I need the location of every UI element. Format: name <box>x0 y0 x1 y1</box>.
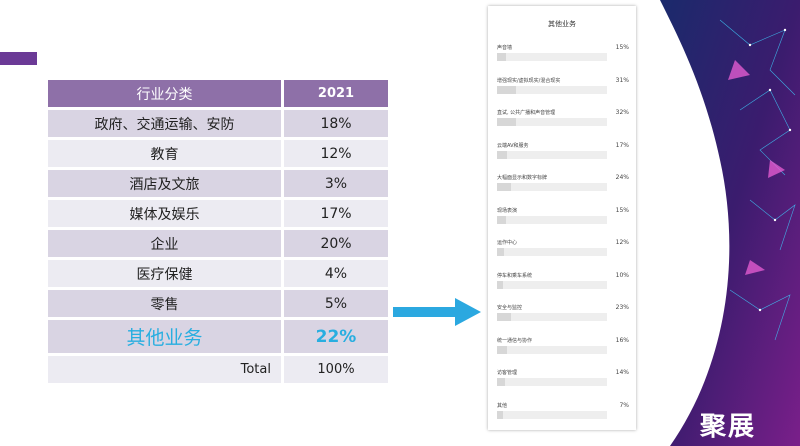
total-label: Total <box>48 356 281 383</box>
survey-item-bar <box>497 118 607 126</box>
row-value: 12% <box>284 140 388 167</box>
survey-item-percent: 12% <box>615 239 629 246</box>
survey-item-percent: 16% <box>615 336 629 344</box>
row-category: 零售 <box>48 290 281 317</box>
survey-item-bar <box>497 215 607 224</box>
table-row: 教育 12% <box>48 140 388 167</box>
highlight-value: 22% <box>284 320 388 353</box>
survey-item-percent: 32% <box>615 109 629 116</box>
decorative-network-background <box>660 0 800 446</box>
survey-item-percent: 31% <box>615 76 629 84</box>
survey-item-bar <box>497 345 607 354</box>
survey-item-bar-fill <box>497 53 506 61</box>
survey-item-bar-fill <box>497 118 517 126</box>
highlight-category: 其他业务 <box>48 320 281 353</box>
survey-item-bar-fill <box>497 248 505 256</box>
row-value: 18% <box>284 110 388 137</box>
survey-item-label: 其他 <box>497 402 508 409</box>
row-category: 教育 <box>48 140 281 167</box>
survey-item-bar-fill <box>497 215 506 224</box>
survey-item-bar-fill <box>497 85 516 94</box>
table-header-row: 行业分类 2021 <box>48 80 388 107</box>
survey-item-label: 增强现实/虚拟现实/混合现实 <box>497 77 561 84</box>
survey-item-percent: 17% <box>615 141 629 149</box>
survey-item-label: 运作中心 <box>497 240 518 246</box>
industry-table: 行业分类 2021 政府、交通运输、安防 18% 教育 12% 酒店及文旅 3%… <box>48 80 388 383</box>
survey-item-bar <box>497 248 607 256</box>
row-value: 5% <box>284 290 388 317</box>
table-row: 零售 5% <box>48 290 388 317</box>
table-row: 政府、交通运输、安防 18% <box>48 110 388 137</box>
survey-item-label: 访客管理 <box>497 370 518 376</box>
table-row: 媒体及娱乐 17% <box>48 200 388 227</box>
survey-item-percent: 23% <box>615 304 629 311</box>
row-category: 医疗保健 <box>48 260 281 287</box>
table-row: 酒店及文旅 3% <box>48 170 388 197</box>
total-value: 100% <box>284 356 388 383</box>
total-row: Total 100% <box>48 356 388 383</box>
table-row: 医疗保健 4% <box>48 260 388 287</box>
brand-logo-text: 聚展 <box>700 412 757 442</box>
survey-item-bar <box>497 85 607 94</box>
survey-item-label: 安全与监控 <box>497 305 523 311</box>
survey-item-bar-fill <box>497 150 508 159</box>
row-value: 20% <box>284 230 388 257</box>
survey-item-label: 现场表演 <box>497 207 518 214</box>
row-category: 政府、交通运输、安防 <box>48 110 281 137</box>
row-value: 3% <box>284 170 388 197</box>
header-year: 2021 <box>284 80 388 107</box>
row-category: 媒体及娱乐 <box>48 200 281 227</box>
row-value: 17% <box>284 200 388 227</box>
survey-title: 其他业务 <box>548 20 576 28</box>
survey-item-bar <box>497 53 607 61</box>
survey-item-bar-fill <box>497 378 506 386</box>
row-category: 企业 <box>48 230 281 257</box>
accent-bar <box>0 52 37 65</box>
highlight-row: 其他业务 22% <box>48 320 388 353</box>
survey-item-bar <box>497 410 607 419</box>
right-arrow-icon <box>393 298 481 326</box>
header-category: 行业分类 <box>48 80 281 107</box>
survey-item-bar-fill <box>497 410 503 419</box>
survey-item-bar-fill <box>497 345 507 354</box>
survey-item-bar <box>497 183 607 191</box>
survey-item-percent: 7% <box>619 401 629 409</box>
survey-item-label: 直试, 公共广播和声音管理 <box>497 110 556 116</box>
row-category: 酒店及文旅 <box>48 170 281 197</box>
survey-item-label: 停车和乘车系统 <box>497 272 533 279</box>
survey-item-bar-fill <box>497 313 511 321</box>
survey-item-bar <box>497 378 607 386</box>
other-business-survey-panel: 其他业务 声音墙 15% 增强现实/虚拟现实/混合现实 31% 直试, 公共广播和声音管… <box>488 6 636 430</box>
survey-item-bar <box>497 150 607 159</box>
row-value: 4% <box>284 260 388 287</box>
survey-item-percent: 10% <box>615 271 629 279</box>
survey-item-label: 声音墙 <box>497 45 513 51</box>
survey-item-bar-fill <box>497 183 512 191</box>
survey-item-label: 云端AV和服务 <box>497 142 529 149</box>
survey-item-percent: 15% <box>615 206 629 214</box>
table-row: 企业 20% <box>48 230 388 257</box>
survey-item-label: 统一通信与协作 <box>497 337 533 344</box>
survey-item-percent: 24% <box>615 174 629 181</box>
survey-item-bar <box>497 313 607 321</box>
survey-item-percent: 15% <box>615 44 629 51</box>
survey-item-bar <box>497 280 607 289</box>
survey-item-bar-fill <box>497 280 503 289</box>
survey-item-label: 大幅面显示和数字标牌 <box>497 175 548 181</box>
survey-item-percent: 14% <box>615 369 629 376</box>
